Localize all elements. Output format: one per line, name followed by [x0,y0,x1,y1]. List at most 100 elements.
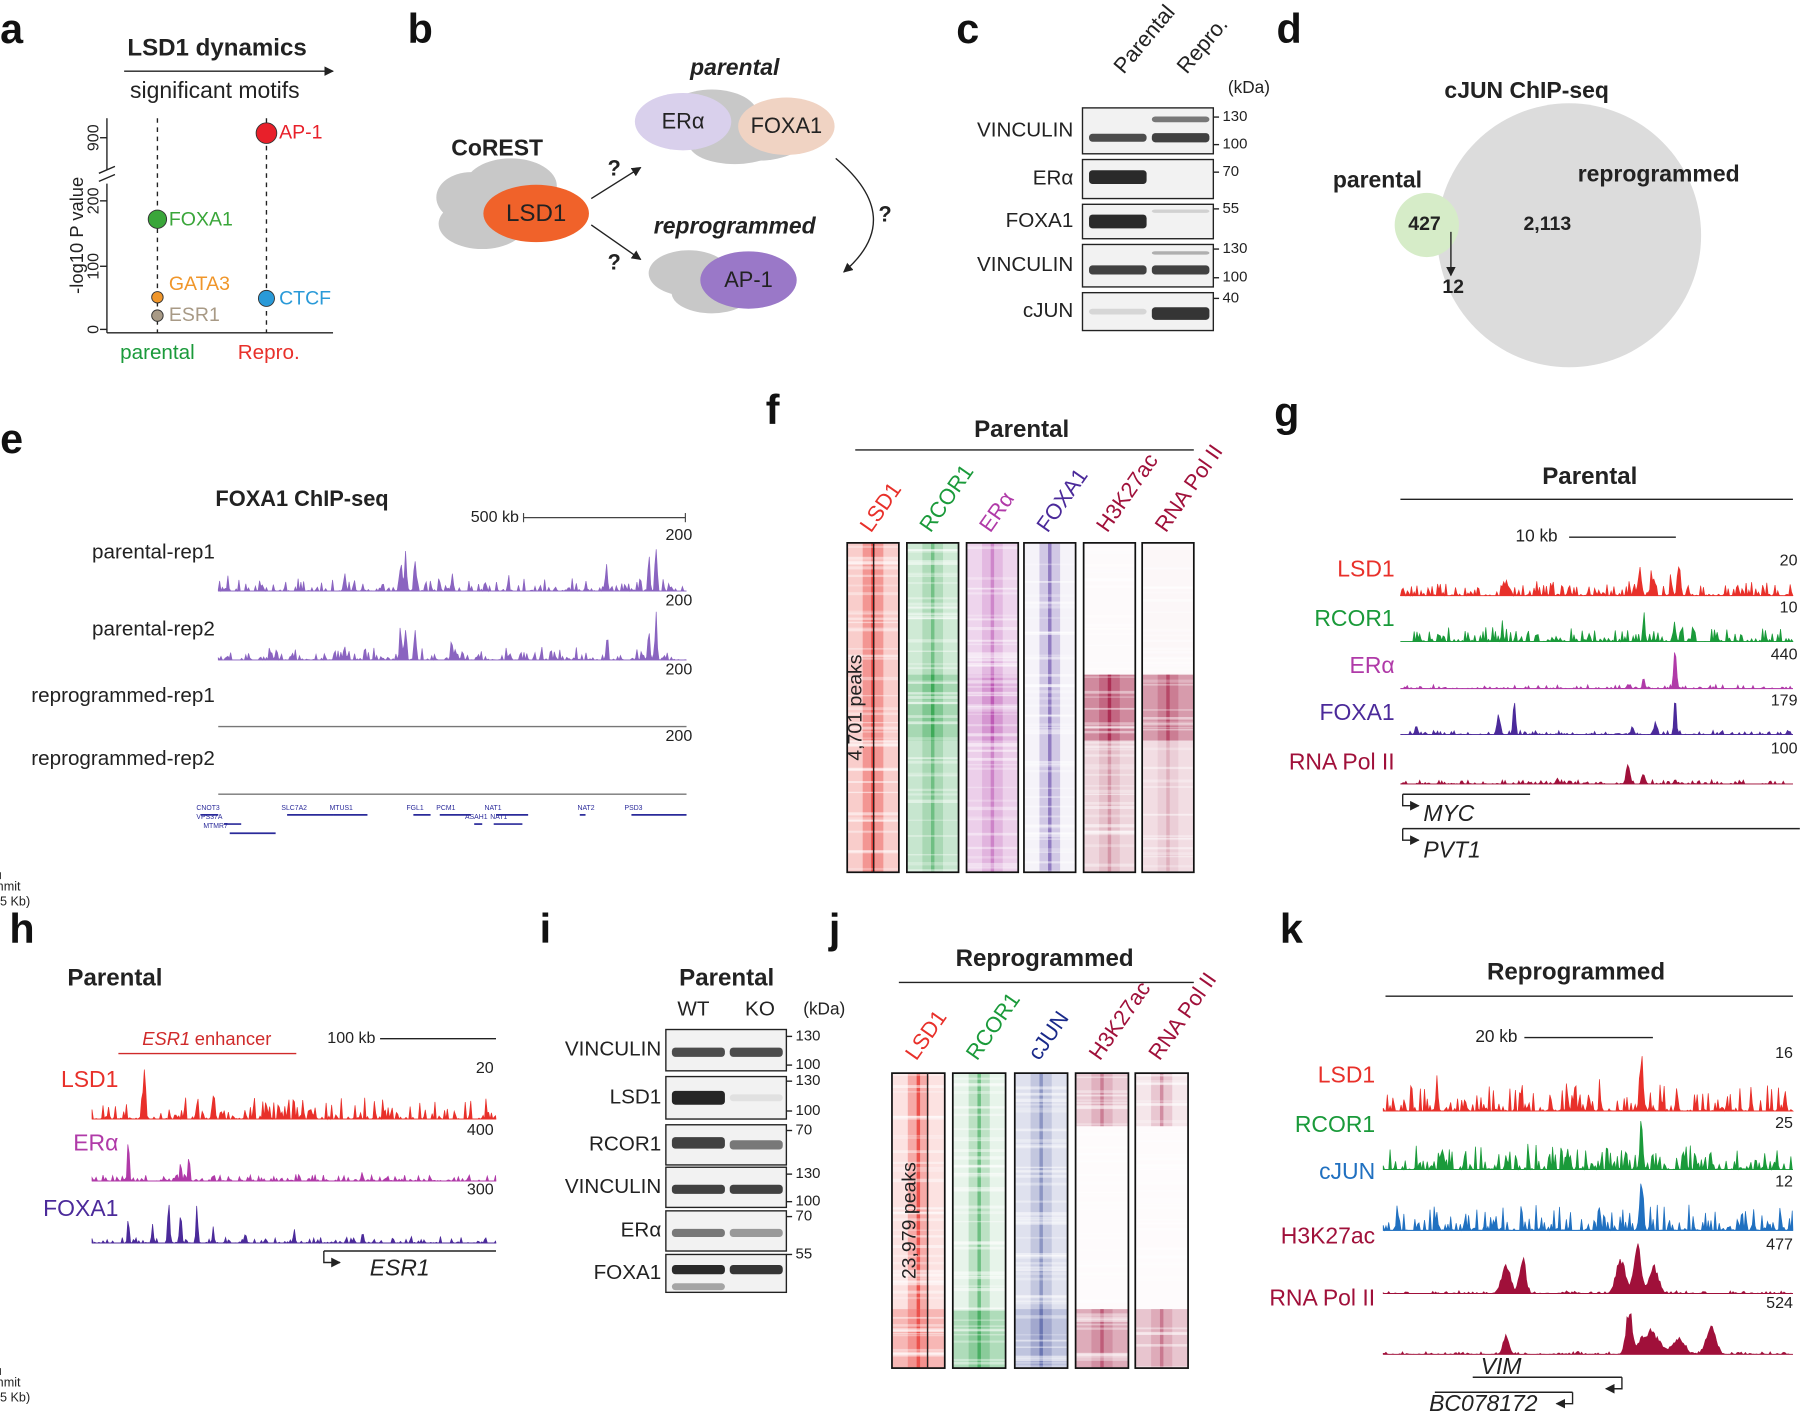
heatmap-texture [1142,668,1194,671]
motif-label: AP-1 [279,121,322,143]
heatmap-texture [906,650,959,652]
heatmap-texture [1135,1120,1189,1124]
track-max: 10 [1780,599,1798,617]
heatmap-summit [916,1073,921,1310]
heatmap-texture [952,1113,1006,1117]
heatmap-texture [952,1165,1006,1168]
heatmap-texture [1014,1174,1068,1178]
heatmap-texture [1135,1228,1189,1231]
heatmap-texture [952,1083,1006,1087]
heatmap-texture [1014,1092,1068,1096]
heatmap-texture [1142,661,1194,664]
heatmap-texture [1023,674,1076,677]
heatmap-texture [1142,683,1194,686]
tick-label: 100 [85,253,103,280]
rows-label: 23,979 peaks [898,1162,920,1279]
heatmap-texture [891,1290,945,1294]
heatmap-center [1157,740,1179,873]
heatmap-texture [952,1156,1006,1160]
heatmap-fill [1142,674,1194,741]
heatmap-texture [906,721,959,725]
heatmap-texture [966,744,1019,747]
heatmap-texture [966,806,1019,811]
heatmap-texture [1014,1361,1068,1364]
panel-title: Reprogrammed [1487,959,1665,986]
heatmap-box [1013,1072,1069,1369]
heatmap-texture [1023,832,1076,835]
heatmap-texture [906,693,959,696]
heatmap-texture [1014,1146,1068,1149]
gene-label: VIM [1481,1353,1523,1379]
region-gene: ESR1 [142,1028,190,1049]
heatmap-texture [906,869,959,872]
complex-label: CoREST [451,134,543,160]
window-label: (-/+2.5 Kb) [0,894,30,908]
heatmap-texture [952,1176,1006,1178]
set-count: 427 [1408,213,1441,235]
heatmap-texture [952,1186,1006,1190]
blot-band [671,1047,725,1057]
heatmap-texture [966,655,1019,659]
heatmap-texture [966,708,1019,712]
blot-band [671,1265,725,1275]
gene-name: NAT1 [490,814,507,821]
panel-letter: h [9,906,34,952]
heatmap-texture [891,1261,945,1265]
heatmap-texture [1023,631,1076,636]
heatmap-texture [1023,815,1076,818]
heatmap-texture [1014,1253,1068,1256]
heatmap-texture [966,767,1019,770]
heatmap-texture [1014,1103,1068,1106]
heatmap-texture [906,680,959,684]
heatmap-texture [891,1254,945,1258]
heatmap-texture [952,1241,1006,1245]
heatmap-texture [952,1275,1006,1280]
heatmap-texture [1083,707,1136,710]
motif-dot [151,291,164,304]
heatmap-texture [1083,668,1136,670]
blot-band [1151,209,1210,213]
marker-label: 130 [796,1072,821,1089]
heatmap-texture [952,1137,1006,1140]
panel-title: cJUN ChIP-seq [1444,77,1608,103]
heatmap-texture [1023,704,1076,707]
track-max: 12 [1775,1172,1793,1190]
blot-label: FOXA1 [594,1261,662,1284]
heatmap-texture [906,607,959,610]
heatmap-texture [1075,1262,1129,1265]
heatmap-fill [952,1073,1006,1310]
heatmap-texture [1083,563,1136,567]
heatmap-texture [1135,1255,1189,1259]
track-max: 200 [665,661,692,679]
heatmap-texture [1014,1269,1068,1271]
heatmap-summit [990,674,995,741]
heatmap-texture [1135,1266,1189,1268]
track-label: LSD1 [61,1066,118,1092]
track-label: FOXA1 [1319,699,1394,725]
track-label: LSD1 [1318,1062,1375,1088]
track-max: 100 [1771,740,1798,758]
heatmap-texture [1075,1201,1129,1205]
blot-band [729,1140,783,1150]
heatmap-summit [1166,740,1170,873]
marker-label: 100 [796,1056,821,1073]
blot-band [1089,133,1147,142]
heatmap-texture [1014,1140,1068,1143]
heatmap-texture [1014,1217,1068,1221]
lane-label: KO [745,997,775,1020]
marker-label: 55 [796,1245,813,1262]
heatmap-texture [1142,665,1194,668]
heatmap-texture [1023,861,1076,864]
gene-label: MYC [1423,800,1474,826]
heatmap-texture [966,592,1019,595]
heatmap-texture [1023,764,1076,768]
heatmap-texture [966,764,1019,766]
scale-label: 20 kb [1475,1026,1517,1046]
track-label: RCOR1 [1295,1111,1375,1137]
heatmap-texture [966,862,1019,867]
heatmap-texture [1014,1139,1068,1141]
gene-name: SLC7A2 [281,805,307,812]
heatmap-texture [1075,1352,1129,1356]
heatmap-texture [952,1241,1006,1245]
heatmap-texture [966,614,1019,617]
